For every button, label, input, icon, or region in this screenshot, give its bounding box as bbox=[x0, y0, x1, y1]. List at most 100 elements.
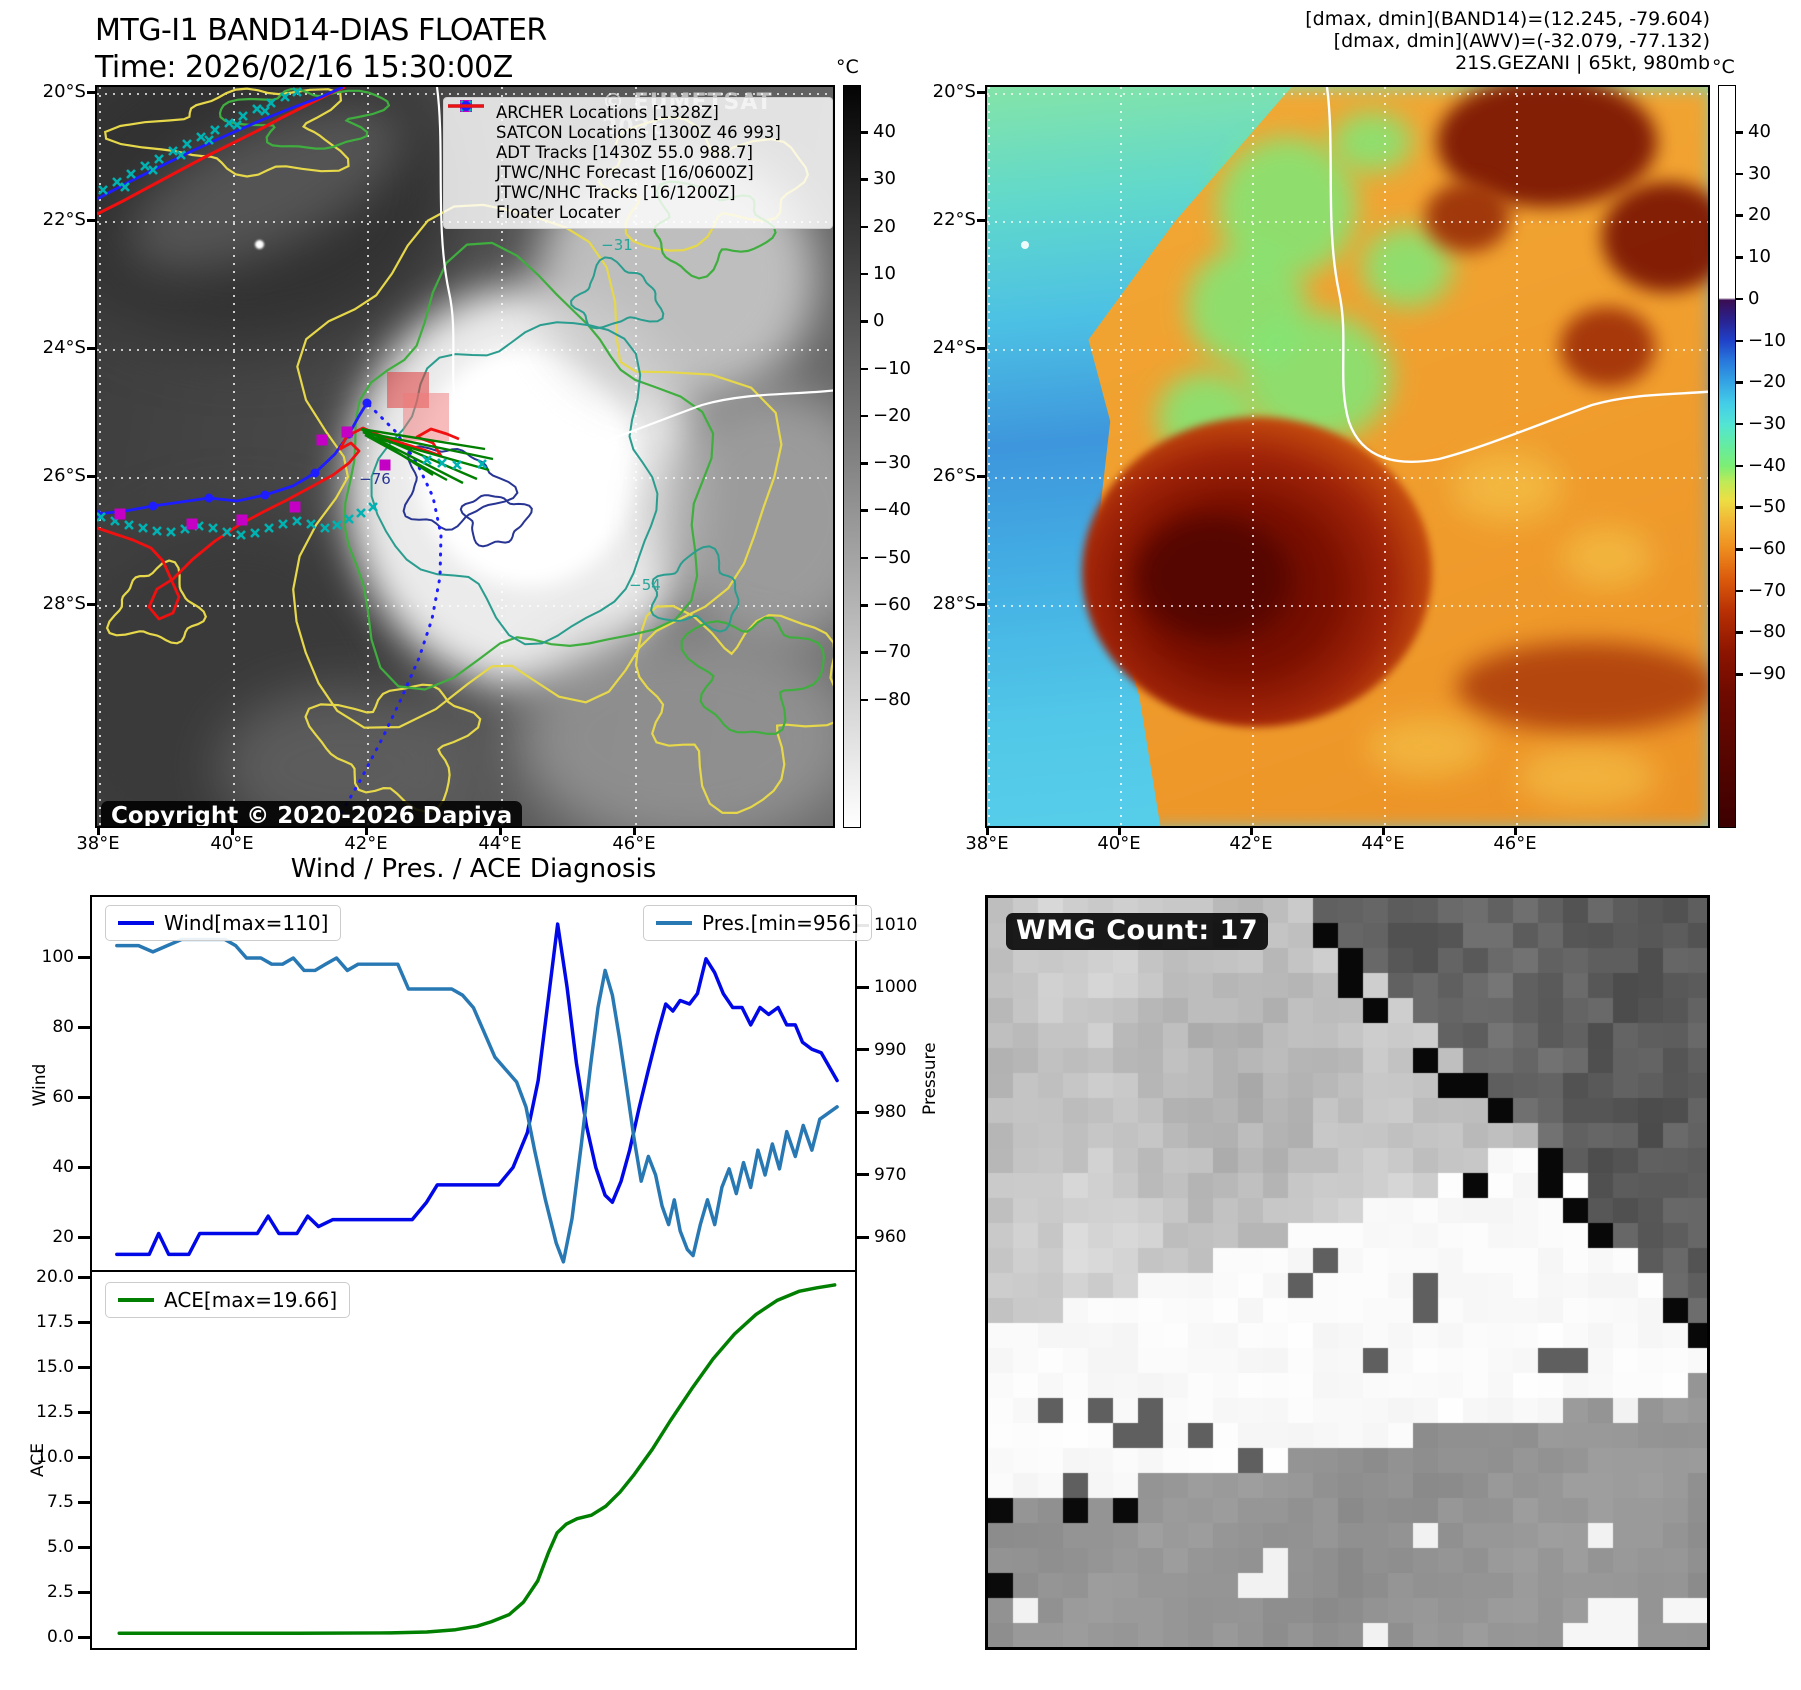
band14-colorbar-tickmark bbox=[861, 178, 868, 181]
ace-ticklabel: 12.5 bbox=[36, 1402, 74, 1422]
band14-colorbar-tickmark bbox=[861, 698, 868, 702]
left-map-ytickmark bbox=[87, 91, 95, 94]
left-map-ytickmark bbox=[87, 219, 95, 222]
legend-label: Floater Locater bbox=[496, 203, 621, 222]
ace-legend: ACE[max=19.66] bbox=[105, 1282, 351, 1318]
right-map-xtick: 38°E bbox=[965, 833, 1009, 854]
right-map-ytick: 26°S bbox=[932, 465, 976, 486]
ace-chart bbox=[90, 1270, 857, 1650]
wind-tickmark bbox=[78, 955, 90, 959]
awv-colorbar-tickmark bbox=[1736, 548, 1743, 551]
pressure-legend: Pres.[min=956] bbox=[643, 905, 872, 941]
left-map-xtick: 40°E bbox=[210, 833, 254, 854]
awv-colorbar-tickmark bbox=[1736, 631, 1743, 634]
wmg-mosaic bbox=[988, 898, 1707, 1647]
diagnosis-title: Wind / Pres. / ACE Diagnosis bbox=[290, 854, 657, 884]
wmg-count-badge: WMG Count: 17 bbox=[1006, 913, 1269, 950]
band14-colorbar-ticklabel: −50 bbox=[873, 546, 911, 568]
band14-colorbar-ticklabel: −40 bbox=[873, 499, 911, 521]
ace-tickmark bbox=[78, 1365, 90, 1369]
stats-block: [dmax, dmin](BAND14)=(12.245, -79.604) [… bbox=[1305, 8, 1710, 74]
wind-legend: Wind[max=110] bbox=[105, 905, 342, 941]
legend-item: SATCON Locations [1300Z 46 993] bbox=[450, 99, 824, 143]
map-legend: ARCHER Locations [1328Z] SATCON Locations… bbox=[443, 97, 833, 229]
pressure-ticklabel: 1010 bbox=[874, 915, 918, 935]
right-map-ytickmark bbox=[977, 603, 985, 606]
ace-ticklabel: 0.0 bbox=[46, 1627, 74, 1647]
awv-colorbar bbox=[1718, 85, 1736, 828]
left-map-xtick: 38°E bbox=[76, 833, 120, 854]
band14-colorbar-unit: °C bbox=[836, 56, 859, 78]
awv-colorbar-ticklabel: −40 bbox=[1748, 454, 1786, 476]
pressure-ticklabel: 980 bbox=[874, 1102, 907, 1123]
right-map-xtickmark bbox=[1250, 828, 1253, 835]
ace-ticklabel: 20.0 bbox=[36, 1267, 74, 1287]
legend-label: SATCON Locations [1300Z 46 993] bbox=[496, 123, 781, 142]
legend-item: Floater Locater bbox=[448, 104, 824, 223]
left-map-ytick: 24°S bbox=[42, 337, 86, 358]
wind-ticklabel: 100 bbox=[41, 947, 74, 967]
timestamp: Time: 2026/02/16 15:30:00Z bbox=[95, 50, 513, 85]
pressure-legend-line bbox=[656, 921, 692, 925]
left-map-xtickmark bbox=[499, 828, 502, 835]
ace-ticklabel: 15.0 bbox=[36, 1357, 74, 1377]
wind-ticklabel: 20 bbox=[52, 1227, 74, 1247]
awv-colorbar-ticklabel: 20 bbox=[1748, 204, 1771, 226]
awv-colorbar-tickmark bbox=[1736, 172, 1743, 176]
pressure-ticklabel: 960 bbox=[874, 1227, 907, 1247]
awv-colorbar-tickmark bbox=[1736, 506, 1743, 509]
awv-colorbar-tickmark bbox=[1736, 131, 1743, 134]
ace-legend-line bbox=[118, 1298, 154, 1302]
awv-colorbar-tickmark bbox=[1736, 589, 1743, 593]
pressure-legend-label: Pres.[min=956] bbox=[702, 911, 859, 935]
panel-title-block: MTG-I1 BAND14-DIAS FLOATER Time: 2026/02… bbox=[95, 12, 547, 86]
legend-item: JTWC/NHC Tracks [16/1200Z] bbox=[448, 101, 824, 203]
awv-colorbar-tickmark bbox=[1736, 422, 1743, 426]
wind-legend-line bbox=[118, 921, 154, 925]
awv-colorbar-ticklabel: 30 bbox=[1748, 162, 1771, 184]
right-map-xtickmark bbox=[1514, 828, 1517, 835]
legend-label: JTWC/NHC Tracks [16/1200Z] bbox=[496, 183, 736, 202]
right-map-ytickmark bbox=[977, 91, 985, 94]
awv-colorbar-tickmark bbox=[1736, 339, 1743, 342]
band14-colorbar-ticklabel: −70 bbox=[873, 641, 911, 663]
right-map-ytickmark bbox=[977, 219, 985, 222]
ace-tickmark bbox=[78, 1320, 90, 1324]
band14-colorbar-tickmark bbox=[861, 651, 868, 654]
right-map-xtick: 46°E bbox=[1493, 833, 1537, 854]
pressure-tickmark bbox=[857, 1173, 869, 1177]
left-map-ytick: 22°S bbox=[42, 209, 86, 230]
legend-label: ADT Tracks [1430Z 55.0 988.7] bbox=[496, 143, 753, 162]
left-map-xtickmark bbox=[231, 828, 234, 835]
band14-colorbar-ticklabel: 40 bbox=[873, 121, 896, 142]
ace-ticklabel: 5.0 bbox=[46, 1537, 74, 1557]
right-map-xtick: 40°E bbox=[1097, 833, 1141, 854]
ace-tickmark bbox=[78, 1590, 90, 1594]
wind-ticklabel: 80 bbox=[52, 1017, 74, 1037]
contour-label: −31 bbox=[601, 236, 633, 254]
storm-id: 21S.GEZANI | 65kt, 980mb bbox=[1455, 52, 1710, 74]
band14-colorbar-ticklabel: −30 bbox=[873, 452, 911, 474]
left-map-ytickmark bbox=[87, 475, 95, 478]
pressure-tickmark bbox=[857, 1110, 869, 1114]
awv-colorbar-ticklabel: −20 bbox=[1748, 371, 1786, 393]
right-map-xtickmark bbox=[1118, 828, 1121, 835]
stats-band14: [dmax, dmin](BAND14)=(12.245, -79.604) bbox=[1305, 8, 1710, 30]
stats-awv: [dmax, dmin](AWV)=(-32.079, -77.132) bbox=[1333, 30, 1710, 52]
wind-tickmark bbox=[78, 1165, 90, 1169]
awv-colorbar-tickmark bbox=[1736, 214, 1743, 217]
wind-tickmark bbox=[78, 1095, 90, 1099]
band14-colorbar-tickmark bbox=[861, 320, 868, 323]
ace-tickmark bbox=[78, 1545, 90, 1549]
pressure-ticklabel: 990 bbox=[874, 1039, 907, 1060]
awv-colorbar-tickmark bbox=[1736, 297, 1743, 301]
band14-colorbar-ticklabel: −80 bbox=[873, 688, 911, 710]
awv-colorbar-ticklabel: 40 bbox=[1748, 121, 1771, 142]
pressure-ticklabel: 1000 bbox=[874, 977, 918, 998]
page-title: MTG-I1 BAND14-DIAS FLOATER bbox=[95, 13, 547, 48]
pressure-tickmark bbox=[857, 1235, 869, 1239]
ace-ticklabel: 2.5 bbox=[46, 1582, 74, 1602]
wmg-panel: WMG Count: 17 bbox=[985, 895, 1710, 1650]
awv-colorbar-ticklabel: 0 bbox=[1748, 287, 1760, 309]
pressure-tickmark bbox=[857, 1048, 869, 1052]
